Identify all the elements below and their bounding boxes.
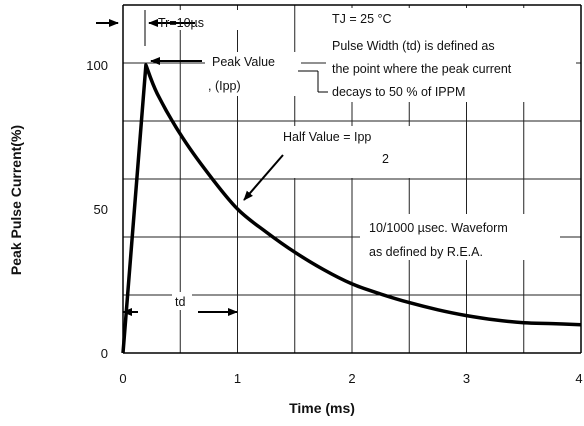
peak-value-label-bg bbox=[205, 52, 301, 96]
x-tick-label: 2 bbox=[348, 371, 355, 386]
pulse-width-line-3: decays to 50 % of IPPM bbox=[332, 85, 465, 99]
td-label-bg bbox=[172, 292, 192, 310]
half-value-arrow bbox=[243, 154, 284, 201]
x-tick-label: 3 bbox=[463, 371, 470, 386]
x-axis-title: Time (ms) bbox=[289, 400, 355, 416]
pulse-width-note-bg bbox=[326, 8, 576, 102]
waveform-note-line-1: 10/1000 µsec. Waveform bbox=[369, 221, 508, 235]
x-tick-label: 1 bbox=[234, 371, 241, 386]
waveform-curve bbox=[121, 63, 582, 354]
x-tick-label: 4 bbox=[575, 371, 582, 386]
ipp-label: , (Ipp) bbox=[208, 79, 241, 93]
waveform-note-line-2: as defined by R.E.A. bbox=[369, 245, 483, 259]
y-axis-title: Peak Pulse Current(%) bbox=[8, 125, 24, 275]
half-value-label-bg bbox=[280, 126, 424, 178]
half-value-label: Half Value = Ipp bbox=[283, 130, 371, 144]
axes bbox=[122, 4, 582, 354]
pulse-width-line-2: the point where the peak current bbox=[332, 62, 512, 76]
x-tick-label: 0 bbox=[119, 371, 126, 386]
pulse-width-line-1: Pulse Width (td) is defined as bbox=[332, 39, 495, 53]
peak-value-label: Peak Value bbox=[212, 55, 275, 69]
y-tick-label: 50 bbox=[94, 202, 108, 217]
half-value-denominator: 2 bbox=[382, 152, 389, 166]
y-tick-label: 0 bbox=[101, 346, 108, 361]
y-tick-label: 100 bbox=[86, 58, 108, 73]
tr-label-bg bbox=[152, 10, 272, 30]
tr-label: Tr=10µs bbox=[158, 16, 204, 30]
td-label: td bbox=[175, 295, 185, 309]
tick-labels: 0 1 2 3 4 0 50 100 bbox=[86, 58, 582, 386]
tj-label: TJ = 25 °C bbox=[332, 12, 392, 26]
waveform-note-bg bbox=[360, 214, 560, 260]
